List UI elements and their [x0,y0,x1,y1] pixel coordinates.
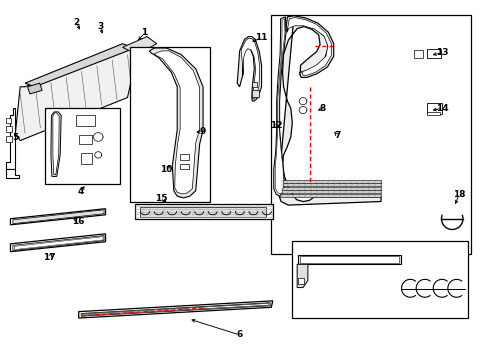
Polygon shape [275,19,285,194]
Polygon shape [241,39,259,99]
Polygon shape [273,17,285,196]
Bar [427,49,440,58]
Text: 6: 6 [236,330,242,339]
Bar [130,47,210,202]
Polygon shape [297,264,307,288]
Bar [79,135,92,144]
Bar [76,116,95,126]
Polygon shape [135,204,272,220]
Polygon shape [5,108,15,169]
Bar [427,112,439,116]
Text: 2: 2 [73,18,79,27]
Polygon shape [51,112,61,176]
Polygon shape [79,301,272,318]
Polygon shape [154,51,199,194]
Polygon shape [13,210,104,224]
Bar [413,50,422,58]
Bar [180,163,188,169]
Bar [252,82,257,87]
Text: 9: 9 [200,127,206,136]
Bar [298,278,304,284]
Text: 8: 8 [319,104,325,113]
Text: 16: 16 [72,217,85,226]
Polygon shape [82,303,268,315]
Polygon shape [5,169,19,178]
Polygon shape [237,37,261,101]
Polygon shape [122,37,157,54]
Text: 13: 13 [435,48,447,57]
Bar [81,153,92,164]
Bar [180,154,188,160]
Polygon shape [286,18,330,75]
Polygon shape [298,255,400,264]
Text: 5: 5 [12,133,19,142]
Polygon shape [27,83,42,94]
Bar [6,126,12,132]
Bar [427,103,441,114]
Text: 14: 14 [435,104,447,113]
Polygon shape [279,194,380,197]
Bar [252,90,259,97]
Text: 1: 1 [141,28,147,37]
Text: 10: 10 [160,165,172,174]
Text: 17: 17 [43,253,56,262]
Polygon shape [13,235,104,251]
Bar [292,241,467,318]
Polygon shape [285,16,333,77]
Polygon shape [53,113,59,175]
Text: 12: 12 [269,121,282,130]
Polygon shape [279,187,380,190]
Text: 18: 18 [452,190,465,199]
Text: 4: 4 [78,187,84,196]
Bar [271,15,470,253]
Text: 7: 7 [333,131,340,140]
Bar [6,136,12,142]
Polygon shape [279,180,380,183]
Polygon shape [14,237,103,249]
Polygon shape [149,48,203,198]
Polygon shape [10,234,105,252]
Polygon shape [25,44,132,87]
Text: 11: 11 [255,33,267,42]
Polygon shape [278,19,380,205]
Polygon shape [15,47,137,140]
Polygon shape [279,190,380,193]
Bar [140,207,266,217]
Polygon shape [300,256,398,263]
Polygon shape [279,183,380,186]
Text: 3: 3 [97,22,103,31]
Text: 15: 15 [155,194,167,203]
Bar [44,108,120,184]
Bar [6,118,11,123]
Polygon shape [10,209,105,225]
Polygon shape [81,303,270,316]
